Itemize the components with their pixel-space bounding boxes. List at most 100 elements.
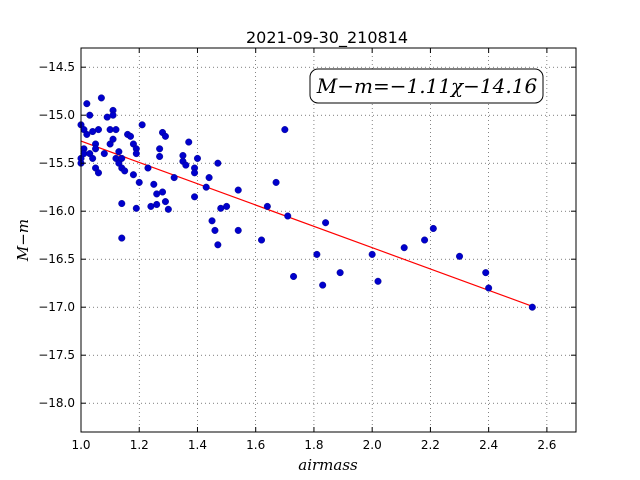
data-point <box>336 269 344 277</box>
data-point <box>429 224 437 232</box>
chart-title: 2021-09-30_210814 <box>246 28 408 48</box>
data-point <box>103 113 111 121</box>
data-point <box>208 217 216 225</box>
data-point <box>223 202 231 210</box>
x-tick-label: 1.6 <box>246 438 265 452</box>
data-point <box>164 205 172 213</box>
data-point <box>132 204 140 212</box>
data-point <box>147 202 155 210</box>
x-tick-label: 1.4 <box>188 438 207 452</box>
data-point <box>217 204 225 212</box>
data-point <box>234 226 242 234</box>
data-point <box>150 180 158 188</box>
data-point <box>290 272 298 280</box>
data-point <box>109 111 117 119</box>
grid <box>81 48 576 432</box>
equation-box-frame <box>309 68 544 104</box>
data-point <box>161 198 169 206</box>
data-point <box>528 303 536 311</box>
data-point <box>258 236 266 244</box>
data-point <box>129 171 137 179</box>
data-point <box>272 178 280 186</box>
data-point <box>421 236 429 244</box>
data-point <box>89 154 97 162</box>
data-point <box>159 188 167 196</box>
y-tick-label: −15.0 <box>38 108 75 122</box>
data-point <box>106 126 114 134</box>
data-point <box>456 252 464 260</box>
data-point <box>135 178 143 186</box>
x-tick-label: 2.6 <box>537 438 556 452</box>
y-tick-label: −17.5 <box>38 348 75 362</box>
data-point <box>112 126 120 134</box>
data-point <box>170 174 178 182</box>
y-tick-label: −15.5 <box>38 156 75 170</box>
data-point <box>94 169 102 177</box>
data-point <box>191 193 199 201</box>
data-point <box>153 190 161 198</box>
fit-line <box>80 140 533 307</box>
data-point <box>263 202 271 210</box>
data-point <box>202 183 210 191</box>
data-point <box>182 161 190 169</box>
data-point <box>118 234 126 242</box>
data-point <box>97 94 105 102</box>
data-point <box>214 241 222 249</box>
data-point <box>109 135 117 143</box>
data-point <box>234 186 242 194</box>
data-point <box>118 154 126 162</box>
data-point <box>80 150 88 158</box>
x-tick-label: 1.2 <box>130 438 149 452</box>
y-axis-label: M−m <box>14 219 32 262</box>
data-point <box>89 128 97 136</box>
data-point <box>100 150 108 158</box>
data-point <box>185 138 193 146</box>
data-point <box>400 244 408 252</box>
x-tick-label: 2.2 <box>421 438 440 452</box>
data-point <box>191 169 199 177</box>
data-point <box>126 132 134 140</box>
data-point <box>214 159 222 167</box>
x-tick-label: 2.4 <box>479 438 498 452</box>
data-point <box>374 277 382 285</box>
y-tick-label: −16.5 <box>38 252 75 266</box>
data-point <box>156 152 164 160</box>
data-point <box>94 126 102 134</box>
data-point <box>86 111 94 119</box>
equation-box: M−m=−1.11χ−14.16 <box>309 68 544 104</box>
data-point <box>153 200 161 208</box>
data-point <box>132 150 140 158</box>
data-point <box>284 212 292 220</box>
plot-frame <box>80 47 577 433</box>
data-point <box>118 200 126 208</box>
data-point <box>115 148 123 156</box>
x-tick-label: 1.8 <box>304 438 323 452</box>
data-point <box>482 269 490 277</box>
data-point <box>138 121 146 129</box>
y-tick-label: −18.0 <box>38 396 75 410</box>
x-axis-label: airmass <box>298 456 358 474</box>
fit-line-group <box>80 140 533 307</box>
data-point <box>313 250 321 258</box>
data-point <box>92 145 100 153</box>
data-point <box>121 167 129 175</box>
data-point <box>144 164 152 172</box>
data-point <box>319 281 327 289</box>
data-point <box>368 250 376 258</box>
data-point <box>193 154 201 162</box>
data-point <box>205 174 213 182</box>
y-tick-label: −16.0 <box>38 204 75 218</box>
tick-group: 1.0 1.2 1.4 1.6 1.8 2.0 2.2 2.4 2.6 −14.5 −15.0 −15… <box>38 48 576 452</box>
data-point <box>83 130 91 138</box>
data-point <box>281 126 289 134</box>
y-tick-label: −14.5 <box>38 60 75 74</box>
data-point <box>83 100 91 108</box>
data-point <box>322 219 330 227</box>
equation-text: M−m=−1.11χ−14.16 <box>316 74 538 98</box>
data-point <box>211 226 219 234</box>
x-tick-label: 2.0 <box>363 438 382 452</box>
data-point <box>161 132 169 140</box>
data-point <box>156 145 164 153</box>
y-tick-label: −17.0 <box>38 300 75 314</box>
